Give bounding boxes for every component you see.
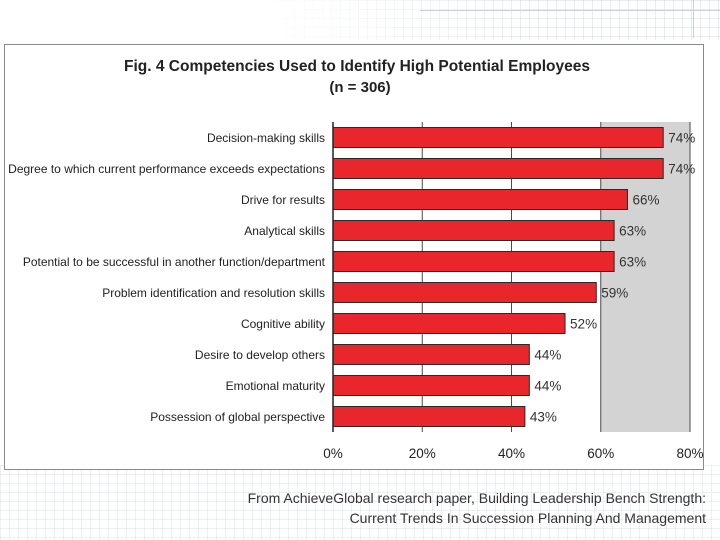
category-label: Decision-making skills bbox=[207, 131, 325, 145]
category-label: Potential to be successful in another fu… bbox=[23, 255, 326, 269]
bar bbox=[332, 406, 526, 427]
value-label: 66% bbox=[633, 193, 660, 208]
value-label: 52% bbox=[570, 317, 597, 332]
value-label: 44% bbox=[534, 348, 561, 363]
bar bbox=[332, 282, 597, 303]
decorative-grid bbox=[0, 465, 720, 540]
value-label: 63% bbox=[619, 255, 646, 270]
bar bbox=[332, 251, 615, 272]
x-tick-label: 20% bbox=[409, 446, 436, 461]
category-label: Emotional maturity bbox=[226, 379, 325, 393]
value-label: 74% bbox=[668, 131, 695, 146]
x-tick-label: 60% bbox=[587, 446, 614, 461]
category-label: Possession of global perspective bbox=[150, 410, 325, 424]
value-label: 44% bbox=[534, 379, 561, 394]
bar bbox=[332, 375, 530, 396]
caption-line-1: From AchieveGlobal research paper, Build… bbox=[247, 490, 706, 506]
decorative-line bbox=[693, 0, 694, 38]
value-label: 74% bbox=[668, 162, 695, 177]
bar bbox=[332, 127, 664, 148]
bar bbox=[332, 158, 664, 179]
decorative-grid bbox=[250, 0, 720, 40]
category-label: Degree to which current performance exce… bbox=[8, 162, 325, 176]
bar bbox=[332, 220, 615, 241]
category-label: Cognitive ability bbox=[241, 317, 325, 331]
caption-line-2: Current Trends In Succession Planning An… bbox=[349, 510, 706, 526]
category-label: Problem identification and resolution sk… bbox=[102, 286, 325, 300]
chart-title: Fig. 4 Competencies Used to Identify Hig… bbox=[124, 58, 590, 75]
x-tick-label: 80% bbox=[676, 446, 703, 461]
category-label: Drive for results bbox=[241, 193, 325, 207]
bar bbox=[332, 344, 530, 365]
chart-subtitle: (n = 306) bbox=[329, 79, 391, 96]
bar bbox=[332, 189, 629, 210]
value-label: 43% bbox=[530, 410, 557, 425]
category-label: Desire to develop others bbox=[195, 348, 325, 362]
source-caption: From AchieveGlobal research paper, Build… bbox=[106, 488, 706, 528]
x-tick-label: 0% bbox=[323, 446, 343, 461]
bar bbox=[332, 313, 566, 334]
decorative-line bbox=[420, 10, 720, 11]
x-tick-label: 40% bbox=[498, 446, 525, 461]
category-label: Analytical skills bbox=[244, 224, 325, 238]
value-label: 63% bbox=[619, 224, 646, 239]
value-label: 59% bbox=[601, 286, 628, 301]
